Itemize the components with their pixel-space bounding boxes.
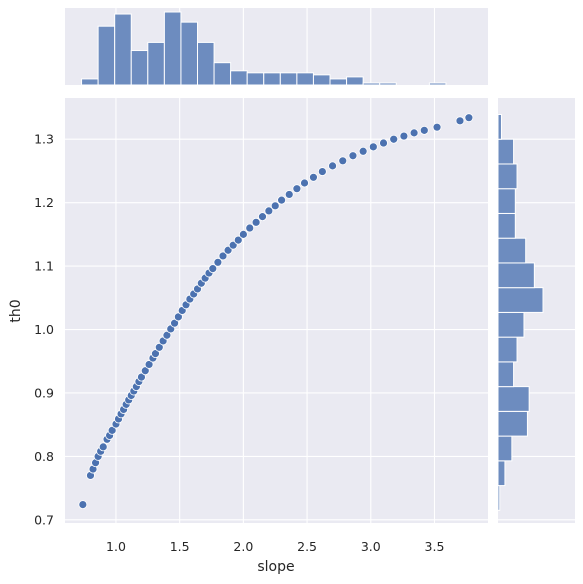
scatter-point [317, 167, 327, 176]
y-histogram-bar [497, 262, 535, 289]
y-histogram-bar [497, 138, 515, 165]
y-axis-label: th0 [8, 299, 24, 322]
scatter-point [338, 156, 348, 166]
scatter-point [292, 184, 302, 194]
scatter-point [348, 151, 358, 161]
y-histogram-bar [497, 361, 515, 388]
scatter-point [137, 372, 146, 382]
y-histogram-bar [497, 212, 516, 239]
scatter-point [173, 312, 183, 322]
x-histogram-bar [81, 78, 99, 86]
x-histogram-bar [279, 72, 298, 86]
x-histogram-bar [263, 72, 281, 86]
y-tick-labels: 0.7 0.8 0.9 1.0 1.1 1.2 1.3 [34, 132, 54, 528]
x-tick-label: 1.0 [106, 539, 126, 554]
x-axis-label: slope [257, 559, 294, 575]
y-histogram-bar [497, 163, 518, 190]
x-histogram-bar [130, 50, 149, 86]
y-tick-label: 0.7 [34, 512, 54, 527]
scatter-point [389, 134, 399, 144]
x-histogram-bar [147, 41, 165, 86]
scatter-point [213, 257, 223, 267]
x-histogram-bar [197, 41, 215, 86]
x-tick-label: 3.0 [361, 539, 381, 554]
scatter-point [140, 366, 150, 376]
x-tick-label: 3.5 [425, 539, 445, 554]
scatter-point [358, 146, 368, 156]
x-histogram-bar [213, 62, 232, 86]
x-histogram-bar [362, 82, 381, 86]
scatter-point [208, 264, 218, 274]
scatter-point [419, 125, 429, 135]
scatter-point [162, 330, 172, 340]
y-tick-label: 0.8 [34, 449, 54, 464]
scatter-point [432, 122, 442, 132]
x-histogram-bar [97, 25, 116, 86]
x-histogram-bar [114, 13, 132, 86]
scatter-point [300, 178, 309, 188]
scatter-point [455, 116, 465, 126]
x-histogram-bar [163, 11, 182, 86]
y-histogram-bar [497, 237, 527, 264]
scatter-point [144, 360, 154, 369]
y-histogram-bar [497, 435, 513, 462]
scatter-point [218, 251, 228, 261]
scatter-point [264, 206, 274, 216]
y-histogram-bar [497, 460, 506, 487]
scatter-point [151, 349, 160, 359]
x-histogram-bar [296, 72, 314, 86]
y-histogram-bar [497, 113, 502, 140]
scatter-point [258, 212, 267, 222]
x-tick-label: 2.5 [297, 539, 317, 554]
y-tick-label: 1.2 [34, 195, 54, 210]
x-histogram [81, 11, 447, 86]
scatter-point [154, 342, 164, 352]
scatter-point [251, 217, 261, 227]
scatter-point [464, 113, 474, 123]
y-histogram-bar [497, 485, 501, 511]
scatter-point [233, 235, 243, 245]
y-histogram-bar [497, 336, 518, 363]
y-histogram-bar [497, 188, 516, 214]
y-tick-label: 1.0 [34, 322, 54, 337]
scatter-point [245, 223, 255, 233]
x-histogram-bar [346, 76, 364, 86]
y-tick-label: 0.9 [34, 385, 54, 400]
x-tick-label: 1.5 [170, 539, 190, 554]
scatter-point [379, 138, 388, 148]
x-tick-labels: 1.0 1.5 2.0 2.5 3.0 3.5 [106, 539, 444, 554]
scatter-point [98, 442, 108, 452]
y-histogram-bar [497, 311, 525, 338]
scatter-point [277, 195, 286, 205]
scatter-point [270, 201, 280, 211]
y-histogram-bar [497, 410, 528, 437]
x-histogram-bar [312, 74, 331, 86]
scatter-point [170, 318, 179, 328]
scatter-points [78, 113, 474, 510]
scatter-point [368, 142, 378, 152]
y-tick-label: 1.1 [34, 259, 54, 274]
scatter-point [328, 161, 337, 171]
scatter-point [107, 425, 117, 435]
x-histogram-bar [329, 78, 348, 86]
scatter-point [309, 172, 318, 182]
scatter-point [409, 128, 419, 138]
x-histogram-bar [379, 82, 397, 86]
y-histogram-bar [497, 386, 530, 412]
scatter-point [238, 229, 248, 239]
scatter-point [78, 500, 88, 510]
scatter-point [284, 190, 294, 199]
x-histogram-bar [428, 82, 447, 86]
y-histogram-bar [497, 287, 544, 313]
scatter-point [399, 131, 409, 141]
y-histogram [497, 113, 544, 511]
x-histogram-bar [180, 21, 199, 86]
x-histogram-bar [246, 72, 265, 86]
main-plot-background [65, 98, 488, 523]
x-histogram-bar [230, 70, 248, 86]
y-tick-label: 1.3 [34, 132, 54, 147]
x-tick-label: 2.0 [233, 539, 253, 554]
